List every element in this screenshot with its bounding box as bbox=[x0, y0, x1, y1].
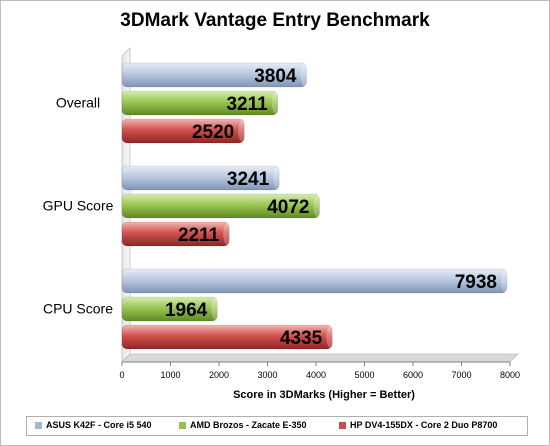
legend-item-0: ASUS K42F - Core i5 540 bbox=[35, 420, 152, 430]
bar-end-cap bbox=[223, 223, 232, 245]
value-label: 4072 bbox=[267, 197, 309, 218]
x-tick-label: 2000 bbox=[209, 370, 229, 380]
category-label: GPU Score bbox=[43, 198, 114, 214]
bar-end-cap bbox=[326, 326, 335, 348]
x-tick-label: 4000 bbox=[306, 370, 326, 380]
bar-2-2 bbox=[121, 324, 333, 350]
legend-label: ASUS K42F - Core i5 540 bbox=[46, 420, 152, 430]
x-tick-label: 6000 bbox=[403, 370, 423, 380]
category-label: Overall bbox=[56, 95, 100, 111]
bar-0-2 bbox=[121, 268, 508, 294]
value-label: 1964 bbox=[165, 300, 208, 321]
x-axis-title: Score in 3DMarks (Higher = Better) bbox=[233, 389, 415, 401]
x-tick-label: 5000 bbox=[354, 370, 374, 380]
bar-2-1 bbox=[121, 221, 230, 247]
legend-item-2: HP DV4-155DX - Core 2 Duo P8700 bbox=[339, 420, 497, 430]
bar-end-cap bbox=[300, 64, 309, 86]
bar-end-cap bbox=[313, 195, 322, 217]
value-label: 3241 bbox=[227, 169, 270, 190]
legend-label: AMD Brozos - Zacate E-350 bbox=[190, 420, 307, 430]
value-label: 2211 bbox=[178, 225, 220, 246]
legend-swatch bbox=[179, 422, 186, 429]
value-label: 3211 bbox=[226, 94, 268, 115]
value-label: 3804 bbox=[254, 66, 297, 87]
legend-item-1: AMD Brozos - Zacate E-350 bbox=[179, 420, 307, 430]
legend-swatch bbox=[35, 422, 42, 429]
bar-end-cap bbox=[211, 298, 220, 320]
bar-1-2 bbox=[121, 296, 218, 322]
legend-swatch bbox=[339, 422, 346, 429]
bar-0-1 bbox=[121, 165, 280, 191]
x-tick-label: 0 bbox=[119, 370, 124, 380]
x-tick-label: 8000 bbox=[500, 370, 520, 380]
bar-end-cap bbox=[271, 92, 280, 114]
x-tick-label: 3000 bbox=[257, 370, 277, 380]
value-label: 7938 bbox=[455, 272, 497, 293]
x-tick-label: 7000 bbox=[451, 370, 471, 380]
legend: ASUS K42F - Core i5 540 AMD Brozos - Zaca… bbox=[26, 416, 528, 436]
legend-label: HP DV4-155DX - Core 2 Duo P8700 bbox=[350, 420, 498, 430]
bar-2-0 bbox=[121, 118, 245, 144]
value-label: 4335 bbox=[280, 328, 323, 349]
bar-1-1 bbox=[121, 193, 320, 219]
value-label: 2520 bbox=[192, 122, 234, 143]
bar-0-0 bbox=[121, 62, 307, 88]
category-label: CPU Score bbox=[43, 301, 113, 317]
bar-end-cap bbox=[500, 270, 509, 292]
bar-end-cap bbox=[273, 167, 282, 189]
x-tick-label: 1000 bbox=[160, 370, 180, 380]
bar-end-cap bbox=[238, 120, 247, 142]
bar-1-0 bbox=[121, 90, 279, 116]
chart-floor bbox=[121, 353, 519, 363]
chart-title: 3DMark Vantage Entry Benchmark bbox=[120, 10, 430, 31]
